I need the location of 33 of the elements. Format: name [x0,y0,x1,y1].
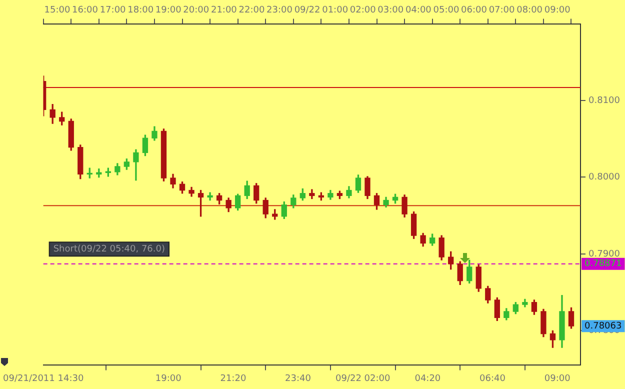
x2-tick-label: 16:00 [72,6,98,16]
x2-tick-label: 05:00 [433,6,460,16]
x2-tick-label: 08:00 [516,6,543,16]
x2-tick-label: 18:00 [128,6,154,16]
x2-tick-label: 09/22 [294,6,320,16]
x2-tick-label: 20:00 [183,6,210,16]
ref-line-label: 0.78871 [584,259,622,270]
x2-tick-label: 01:00 [322,6,348,16]
x-tick-label: 23:40 [285,374,312,384]
x2-tick-label: 19:00 [155,6,182,16]
x2-tick-label: 23:00 [266,6,293,16]
x2-tick-label: 06:00 [461,6,488,16]
y-tick-label: 0.8000 [588,172,620,183]
x2-tick-label: 04:00 [405,6,432,16]
x2-tick-label: 21:00 [210,6,238,16]
x2-tick-label: 17:00 [100,6,126,16]
annotation: Short(09/22 05:40, 76.0) [53,244,166,254]
x2-tick-label: 02:00 [350,6,376,16]
y-tick-label: 0.7900 [588,249,620,260]
x-tick-label: 06:40 [480,374,506,384]
x-tick-label: 09/22 02:00 [335,374,390,384]
text: 0.78063 [584,321,622,332]
x2-tick-label: 22:00 [238,6,265,16]
x-tick-label: 04:20 [414,374,441,384]
x2-tick-label: 09:00 [544,6,571,16]
x2-tick-label: 07:00 [488,6,516,16]
y-tick-label: 0.8100 [588,96,620,106]
x-tick-label: 19:00 [155,374,182,384]
x-tick-label: 21:20 [220,374,246,384]
x-tick-label: 09:00 [544,374,571,384]
x-tick-label: 09/21/2011 14:30 [3,374,84,384]
x2-tick-label: 15:00 [44,6,70,16]
x2-tick-label: 03:00 [378,6,404,16]
